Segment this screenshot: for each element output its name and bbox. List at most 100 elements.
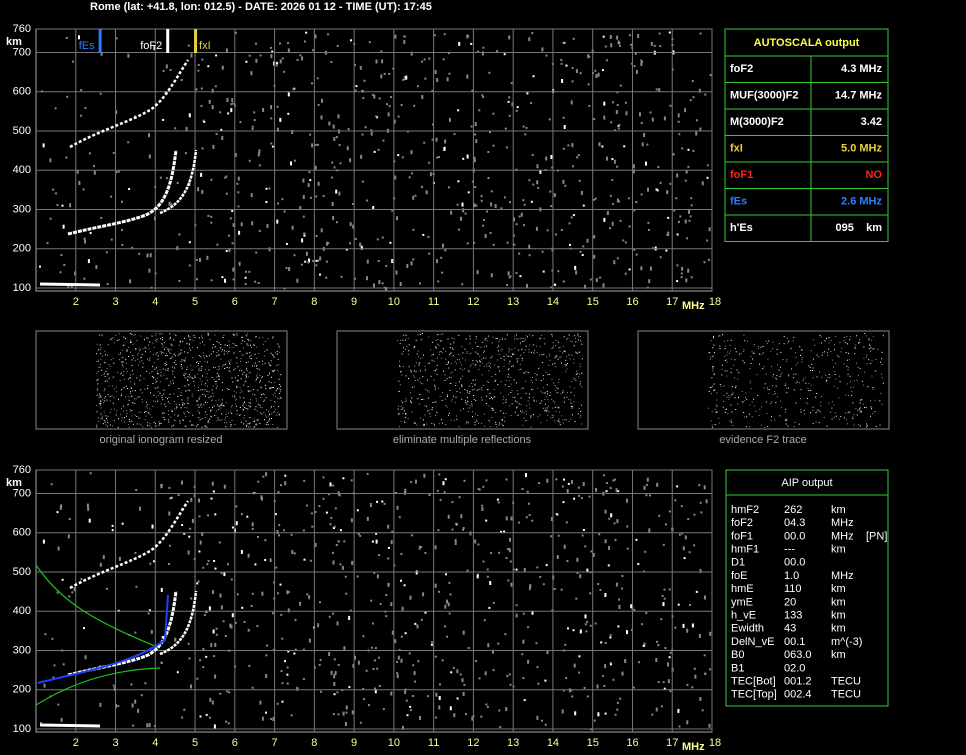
noise-dot (110, 411, 111, 413)
noise-dot (396, 672, 399, 675)
noise-dot (536, 566, 539, 569)
noise-dot (643, 642, 646, 647)
noise-dot (329, 482, 332, 487)
aip-cell: km (831, 504, 846, 516)
noise-dot (407, 337, 409, 339)
noise-dot (467, 411, 469, 412)
y-tick-label: 600 (13, 86, 31, 98)
noise-dot (731, 421, 732, 423)
noise-dot (579, 250, 582, 253)
noise-dot (115, 414, 117, 416)
thumbnail-caption: original ionogram resized (100, 434, 223, 446)
noise-dot (229, 361, 231, 363)
noise-dot (642, 644, 645, 647)
noise-dot (491, 376, 493, 377)
noise-dot (514, 335, 516, 337)
noise-dot (833, 366, 834, 368)
noise-dot (276, 105, 279, 108)
noise-dot (205, 411, 207, 413)
noise-dot (526, 283, 528, 288)
noise-dot (102, 399, 104, 401)
noise-dot (434, 401, 436, 403)
noise-dot (408, 344, 410, 346)
noise-dot (882, 335, 884, 337)
noise-dot (448, 361, 449, 363)
noise-dot (110, 338, 112, 340)
noise-dot (62, 663, 65, 666)
noise-dot (133, 402, 135, 404)
noise-dot (860, 399, 862, 401)
noise-dot (98, 366, 100, 368)
noise-dot (446, 599, 448, 604)
noise-dot (396, 674, 399, 679)
noise-dot (137, 364, 139, 366)
noise-dot (528, 179, 531, 182)
noise-dot (520, 349, 522, 350)
noise-dot (357, 533, 360, 536)
noise-dot (265, 201, 268, 203)
noise-dot (236, 385, 238, 387)
noise-dot (416, 85, 419, 88)
noise-dot (118, 354, 120, 356)
noise-dot (563, 478, 565, 481)
noise-dot (249, 352, 251, 354)
noise-dot (510, 582, 513, 587)
noise-dot (575, 379, 577, 381)
noise-dot (251, 127, 254, 130)
noise-dot (422, 398, 424, 400)
noise-dot (181, 359, 182, 361)
noise-dot (274, 411, 276, 412)
noise-dot (314, 511, 317, 513)
noise-dot (372, 206, 375, 210)
noise-dot (209, 697, 212, 702)
noise-dot (686, 683, 689, 686)
noise-dot (492, 398, 493, 400)
noise-dot (737, 378, 739, 380)
noise-dot (450, 210, 453, 215)
noise-dot (72, 60, 74, 63)
noise-dot (524, 338, 526, 340)
noise-dot (374, 687, 376, 690)
noise-dot (507, 100, 510, 103)
noise-dot (844, 336, 846, 338)
noise-dot (248, 426, 250, 428)
noise-dot (188, 343, 190, 345)
noise-dot (139, 506, 141, 511)
noise-dot (635, 538, 638, 541)
noise-dot (465, 713, 467, 716)
noise-dot (225, 175, 228, 178)
noise-dot (476, 346, 478, 347)
noise-dot (351, 710, 354, 715)
noise-dot (208, 422, 210, 424)
noise-dot (531, 610, 534, 615)
noise-dot (405, 375, 407, 377)
noise-dot (434, 716, 437, 719)
noise-dot (759, 363, 760, 365)
x-tick-label: 2 (73, 296, 79, 308)
noise-dot (195, 88, 198, 91)
noise-dot (452, 347, 453, 349)
noise-dot (633, 248, 636, 251)
noise-dot (505, 707, 508, 712)
noise-dot (238, 261, 241, 266)
noise-dot (189, 339, 191, 341)
noise-dot (100, 353, 102, 355)
noise-dot (160, 375, 162, 377)
noise-dot (180, 395, 182, 396)
noise-dot (724, 411, 726, 413)
noise-dot (100, 401, 102, 403)
noise-dot (265, 423, 267, 425)
noise-dot (178, 388, 180, 389)
noise-dot (637, 563, 640, 565)
noise-dot (121, 420, 123, 422)
noise-dot (597, 712, 600, 717)
noise-dot (275, 414, 277, 416)
noise-dot (573, 497, 576, 500)
noise-dot (532, 183, 535, 186)
noise-dot (469, 365, 471, 367)
noise-dot (444, 249, 447, 252)
noise-dot (573, 387, 575, 389)
noise-dot (516, 406, 518, 408)
noise-dot (459, 361, 461, 363)
noise-dot (125, 396, 127, 398)
